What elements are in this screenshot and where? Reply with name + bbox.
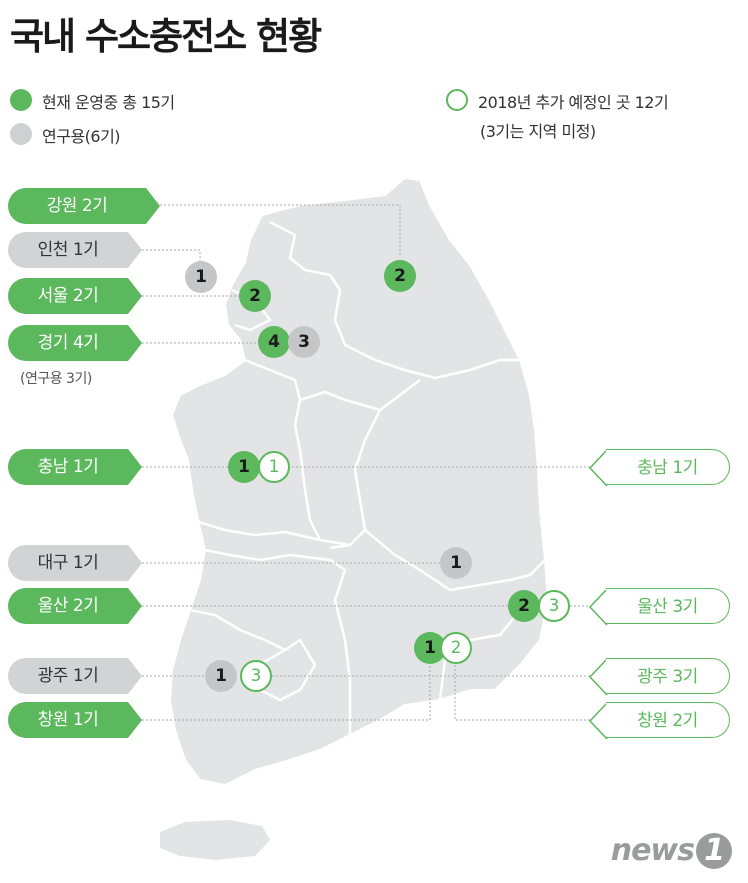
- marker-gyeonggi-research: 3: [288, 326, 320, 358]
- tag-ulsan: 울산 2기: [8, 588, 142, 624]
- province-boundaries: [189, 220, 546, 735]
- page-title: 국내 수소충전소 현황: [10, 15, 322, 58]
- marker-gwangju-research: 1: [205, 660, 237, 692]
- tag-right-arrow-gwangju: [588, 658, 608, 696]
- logo-mark: 1: [696, 833, 732, 869]
- marker-gyeonggi-operating: 4: [258, 326, 290, 358]
- marker-daegu-research: 1: [440, 547, 472, 579]
- marker-changwon-operating: 1: [414, 632, 446, 664]
- marker-seoul-operating: 2: [239, 280, 271, 312]
- tag-daegu: 대구 1기: [8, 545, 142, 581]
- gyeonggi-research-note: (연구용 3기): [20, 371, 92, 387]
- tag-right-arrow-changwon: [588, 702, 608, 740]
- leader-lines: [142, 204, 590, 721]
- news1-logo: news 1: [611, 833, 732, 869]
- tag-gwangju: 광주 1기: [8, 658, 142, 694]
- legend-planned-note: (3기는 지역 미정): [480, 122, 596, 141]
- tag-gangwon: 강원 2기: [8, 188, 160, 224]
- legend-operating-label: 현재 운영중 총 15기: [42, 93, 175, 112]
- logo-word: news: [610, 833, 695, 868]
- tag-chungnam: 충남 1기: [8, 449, 142, 485]
- tag-right-arrow-chungnam: [588, 449, 608, 487]
- marker-changwon-planned: 2: [440, 632, 472, 664]
- marker-ulsan-planned: 3: [538, 590, 570, 622]
- legend-research-label: 연구용(6기): [42, 127, 121, 146]
- tag-plan-ulsan: 울산 3기: [606, 588, 730, 624]
- tag-changwon: 창원 1기: [8, 702, 142, 738]
- tag-right-arrow-ulsan: [588, 588, 608, 626]
- marker-chungnam-planned: 1: [258, 451, 290, 483]
- marker-gangwon-operating: 2: [384, 260, 416, 292]
- legend-planned-dot: [446, 89, 468, 111]
- tag-plan-gwangju: 광주 3기: [606, 658, 730, 694]
- tag-gyeonggi: 경기 4기: [8, 325, 142, 361]
- tag-seoul: 서울 2기: [8, 278, 142, 314]
- legend-operating-dot: [10, 89, 32, 111]
- tag-plan-chungnam: 충남 1기: [606, 449, 730, 485]
- tag-plan-changwon: 창원 2기: [606, 702, 730, 738]
- marker-incheon-research: 1: [185, 261, 217, 293]
- marker-chungnam-operating: 1: [228, 451, 260, 483]
- marker-gwangju-planned: 3: [240, 660, 272, 692]
- jeju-island: [160, 820, 270, 860]
- tag-incheon: 인천 1기: [8, 232, 142, 268]
- legend-research-dot: [10, 123, 32, 145]
- marker-ulsan-operating: 2: [508, 590, 540, 622]
- legend-planned-label: 2018년 추가 예정인 곳 12기: [478, 93, 669, 112]
- korea-mainland: [168, 176, 550, 787]
